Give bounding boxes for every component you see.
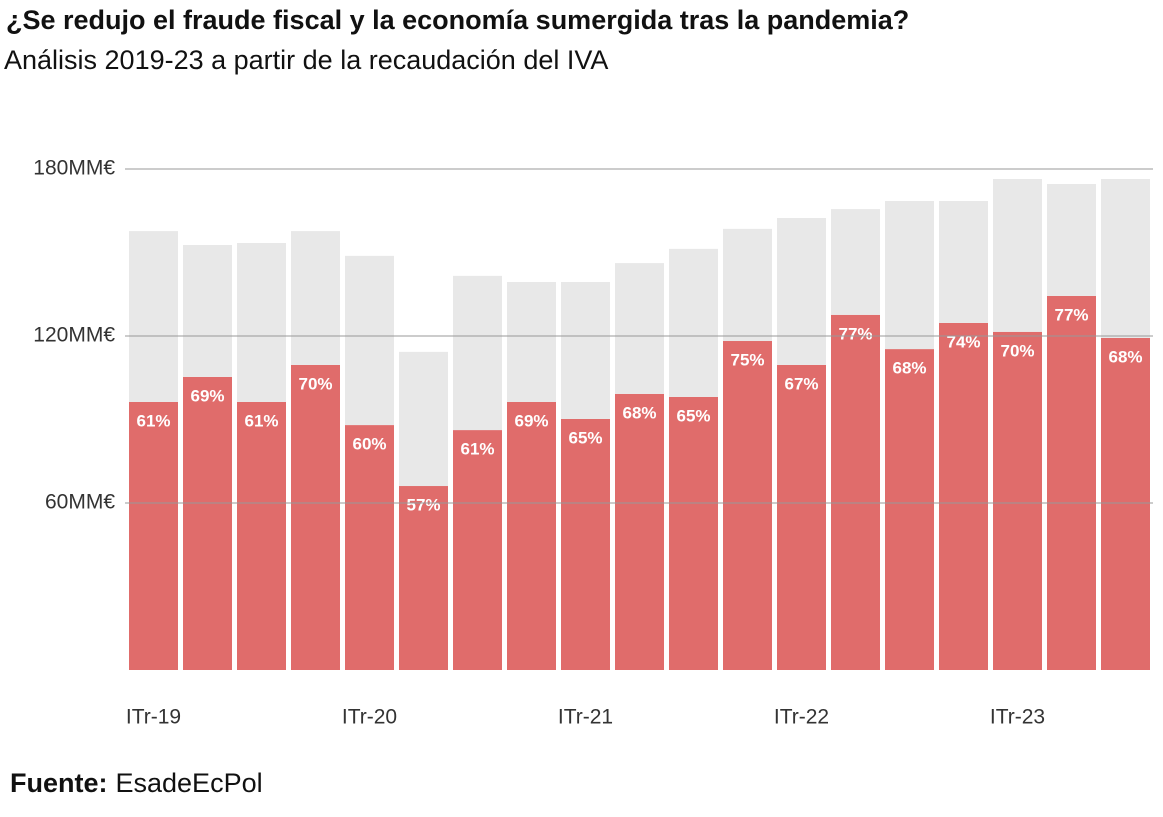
bar-label: 61% (244, 411, 278, 430)
x-tick-label: ITr-22 (774, 706, 829, 729)
bar-label: 77% (838, 324, 872, 343)
bar-segment (615, 393, 664, 670)
bar-label: 70% (298, 374, 332, 393)
bar-label: 69% (514, 411, 548, 430)
bar-segment (885, 349, 934, 670)
bar-segment (1101, 337, 1150, 670)
bar-segment (723, 228, 772, 342)
bar-segment (993, 179, 1042, 332)
bar-segment (561, 282, 610, 419)
chart-subtitle: Análisis 2019-23 a partir de la recaudac… (4, 45, 608, 75)
chart-title: ¿Se redujo el fraude fiscal y la economí… (6, 5, 909, 35)
bar-label: 65% (568, 428, 602, 447)
bar-segment (669, 396, 718, 670)
bar-segment (993, 331, 1042, 670)
bar-segment (831, 209, 880, 315)
bar-label: 65% (676, 406, 710, 425)
bar-segment (183, 244, 232, 377)
source-text: EsadeEcPol (116, 768, 263, 798)
source: Fuente: EsadeEcPol (10, 768, 263, 798)
bar-segment (129, 231, 178, 402)
bar-label: 75% (730, 350, 764, 369)
bar-label: 68% (1108, 347, 1142, 366)
bar-segment (669, 248, 718, 397)
bar-label: 70% (1000, 341, 1034, 360)
x-tick-label: ITr-23 (990, 706, 1045, 729)
bar-segment (615, 263, 664, 394)
bar-segment (777, 217, 826, 365)
bar-segment (291, 231, 340, 365)
bar-segment (453, 275, 502, 431)
bar-segment (939, 201, 988, 323)
bar-segment (561, 418, 610, 670)
bar-segment (129, 401, 178, 670)
bar-segment (777, 364, 826, 670)
bar-segment (1047, 295, 1096, 670)
bar-label: 68% (892, 359, 926, 378)
bar-segment (345, 425, 394, 670)
bar-label: 67% (784, 374, 818, 393)
bar-segment (237, 401, 286, 670)
bar-label: 61% (460, 440, 494, 459)
bar-segment (345, 255, 394, 426)
bar-segment (399, 351, 448, 487)
bar-segment (399, 486, 448, 670)
bar-segment (507, 282, 556, 402)
bar-segment (939, 322, 988, 670)
y-tick-label: 60MM€ (45, 491, 115, 514)
x-tick-label: ITr-19 (126, 706, 181, 729)
bar-label: 60% (352, 435, 386, 454)
bar-segment (1047, 184, 1096, 296)
y-tick-label: 120MM€ (33, 324, 115, 347)
source-label: Fuente: (10, 768, 108, 798)
bar-segment (237, 243, 286, 402)
bar-label: 57% (406, 496, 440, 515)
bar-label: 61% (136, 411, 170, 430)
x-tick-label: ITr-20 (342, 706, 397, 729)
bar-segment (453, 430, 502, 670)
bar-segment (291, 364, 340, 670)
y-tick-label: 180MM€ (33, 157, 115, 180)
bar-segment (831, 314, 880, 670)
x-tick-label: ITr-21 (558, 706, 613, 729)
bar-label: 68% (622, 403, 656, 422)
bar-segment (885, 201, 934, 350)
bar-segment (1101, 179, 1150, 338)
bar-label: 74% (946, 332, 980, 351)
bar-segment (183, 376, 232, 670)
bar-label: 69% (190, 386, 224, 405)
bar-label: 77% (1054, 305, 1088, 324)
bar-segment (723, 341, 772, 670)
bar-segment (507, 401, 556, 670)
